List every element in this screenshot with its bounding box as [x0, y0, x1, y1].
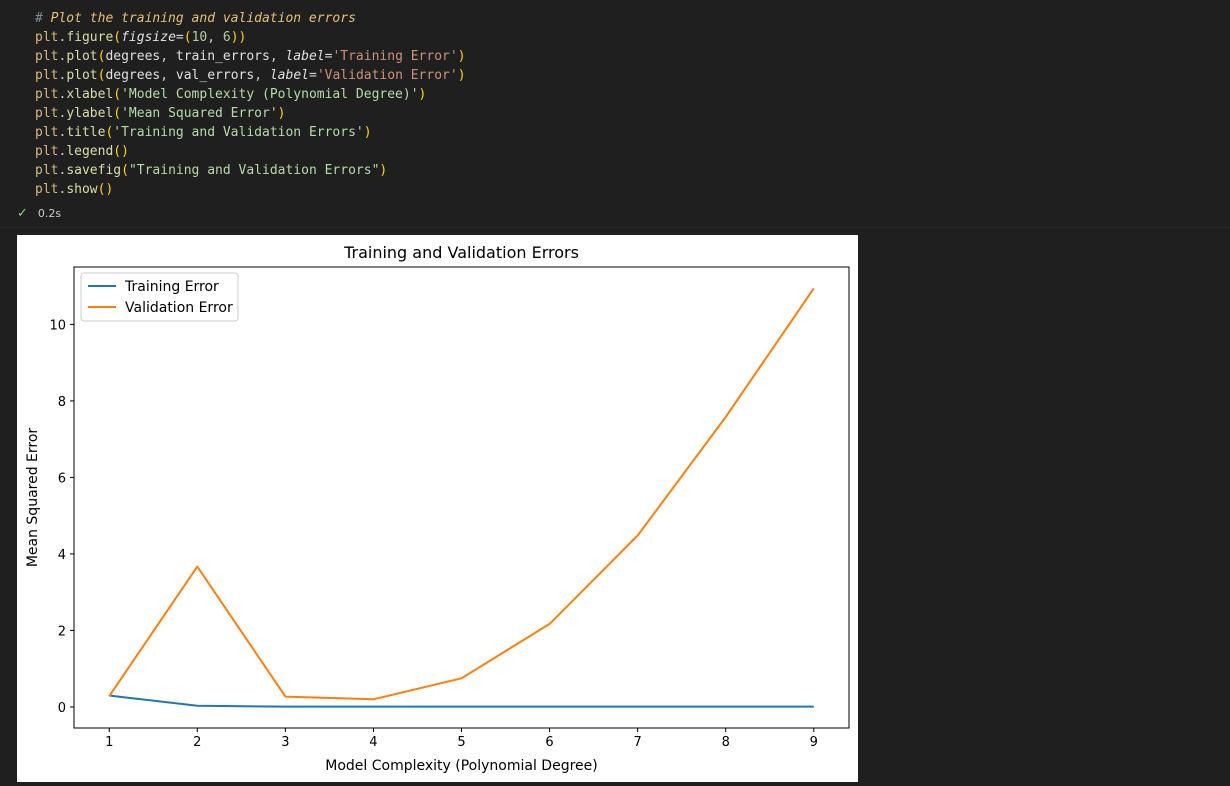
- execution-status: ✓ 0.2s: [17, 206, 61, 221]
- x-tick-label: 9: [810, 735, 818, 750]
- cell-divider: [0, 227, 1230, 228]
- y-tick-label: 6: [58, 471, 66, 486]
- code-line: plt.legend(): [35, 144, 129, 159]
- y-tick-label: 4: [58, 548, 66, 563]
- y-tick-label: 8: [58, 395, 66, 410]
- x-tick-label: 2: [193, 735, 201, 750]
- x-tick-label: 7: [633, 735, 641, 750]
- legend-label: Training Error: [124, 279, 219, 295]
- code-line: plt.savefig("Training and Validation Err…: [35, 163, 388, 178]
- cell-output-plot: Training and Validation Errors 1 2 3 4 5 6 7 8 9 0…: [17, 235, 858, 782]
- code-line: plt.xlabel('Model Complexity (Polynomial…: [35, 87, 427, 102]
- x-tick-label: 8: [722, 735, 730, 750]
- y-tick-label: 10: [49, 318, 66, 333]
- code-line: plt.title('Training and Validation Error…: [35, 125, 372, 140]
- code-line: plt.figure(figsize=(10, 6)): [35, 30, 247, 45]
- x-tick-label: 3: [281, 735, 289, 750]
- series-line-validation-error: [108, 287, 815, 701]
- execution-duration: 0.2s: [37, 207, 62, 220]
- check-icon: ✓: [17, 206, 28, 221]
- x-tick-label: 4: [369, 735, 377, 750]
- code-line: plt.plot(degrees, val_errors, label='Val…: [35, 68, 466, 83]
- code-line: plt.ylabel('Mean Squared Error'): [35, 106, 286, 121]
- code-editor[interactable]: # Plot the training and validation error…: [35, 9, 466, 199]
- x-tick-label: 5: [457, 735, 465, 750]
- x-tick-label: 6: [545, 735, 553, 750]
- y-tick-label: 2: [58, 624, 66, 639]
- y-axis-label: Mean Squared Error: [25, 428, 41, 568]
- chart-title: Training and Validation Errors: [343, 243, 579, 262]
- legend-box: [80, 272, 239, 322]
- x-tick-label: 1: [105, 735, 113, 750]
- code-cell[interactable]: # Plot the training and validation error…: [0, 0, 1230, 228]
- code-line: plt.plot(degrees, train_errors, label='T…: [35, 49, 466, 64]
- series-line-training-error: [109, 694, 814, 708]
- legend-label: Validation Error: [125, 300, 233, 316]
- plot-frame: [73, 266, 850, 729]
- x-axis-label: Model Complexity (Polynomial Degree): [325, 758, 597, 774]
- code-line: plt.show(): [35, 182, 114, 197]
- line-chart: Training and Validation Errors 1 2 3 4 5 6 7 8 9 0…: [25, 243, 850, 774]
- y-tick-label: 0: [58, 701, 66, 716]
- code-line: # Plot the training and validation error…: [35, 11, 356, 26]
